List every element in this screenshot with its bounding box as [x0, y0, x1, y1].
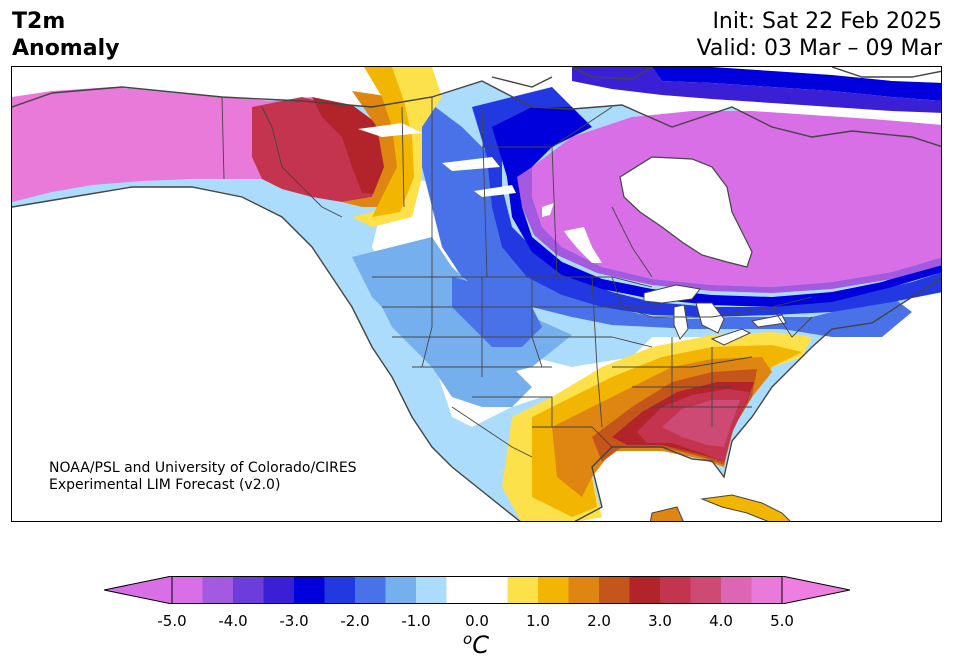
unit-degree: o — [463, 630, 473, 648]
anomaly-deep-blue-arctic — [572, 67, 941, 113]
hudson-bay — [619, 156, 753, 268]
colorbar-tick-label: 5.0 — [770, 612, 794, 630]
colorbar-segments — [172, 576, 783, 604]
colorbar-segment — [324, 576, 356, 604]
colorbar-tick-labels: -5.0 -4.0 -3.0 -2.0 -1.0 0.0 1.0 2.0 3.0 4.0 5.0 — [0, 612, 954, 632]
map-title: T2m Anomaly — [12, 8, 119, 62]
colorbar-tick-label: -3.0 — [279, 612, 309, 630]
anomaly-mid-blue-2 — [452, 277, 542, 347]
canadian-lakes — [358, 123, 602, 263]
coastlines — [12, 67, 941, 521]
colorbar-tick-label: -5.0 — [157, 612, 187, 630]
forecast-dates: Init: Sat 22 Feb 2025 Valid: 03 Mar – 09… — [697, 8, 942, 62]
colorbar-segment — [294, 576, 325, 604]
colorbar-segment — [416, 576, 447, 604]
colorbar-segment — [385, 576, 417, 604]
colorbar-segment — [568, 576, 600, 604]
map-canvas — [12, 67, 941, 521]
anomaly-darkest-blue — [492, 107, 941, 307]
colorbar-segment — [751, 576, 783, 604]
init-date: Init: Sat 22 Feb 2025 — [712, 9, 942, 34]
colorbar-over-arrow — [781, 576, 850, 604]
colorbar-segment — [721, 576, 752, 604]
title-line-1: T2m — [12, 9, 66, 34]
anomaly-yellow-bc — [352, 67, 442, 227]
great-lakes — [643, 284, 787, 346]
colorbar-segment — [690, 576, 722, 604]
colorbar-segment — [477, 576, 508, 604]
colorbar-border — [171, 576, 783, 604]
colorbar-segment — [355, 576, 386, 604]
colorbar-segment — [629, 576, 661, 604]
colorbar-tick-label: -1.0 — [401, 612, 431, 630]
colorbar-tick-label: 1.0 — [526, 612, 550, 630]
colorbar-under-arrow — [104, 576, 173, 604]
title-line-2: Anomaly — [12, 36, 120, 61]
colorbar-segment — [446, 576, 478, 604]
political-boundaries — [221, 96, 813, 458]
colorbar-segment — [660, 576, 691, 604]
colorbar-segment — [233, 576, 264, 604]
colorbar-tick-label: -4.0 — [218, 612, 248, 630]
anomaly-purple-canada — [532, 111, 941, 287]
anomaly-deep-blue — [472, 87, 941, 317]
anomaly-map — [11, 66, 942, 522]
colorbar-segment — [172, 576, 203, 604]
credit-text: NOAA/PSL and University of Colorado/CIRE… — [49, 460, 357, 494]
colorbar-segment — [263, 576, 295, 604]
colorbar-segment — [202, 576, 234, 604]
yucatan — [649, 506, 684, 521]
credit-line-1: NOAA/PSL and University of Colorado/CIRE… — [49, 460, 357, 476]
colorbar-tick-label: 4.0 — [709, 612, 733, 630]
anomaly-dark-red-yukon — [312, 97, 392, 195]
cuba — [700, 494, 791, 521]
anomaly-darkest-blue-arctic — [652, 67, 941, 101]
colorbar-tick-label: 0.0 — [465, 612, 489, 630]
colorbar-segment — [599, 576, 630, 604]
anomaly-gold-bc — [364, 67, 414, 217]
anomaly-pink-southeast — [662, 400, 740, 447]
colorbar-unit: oC — [463, 630, 489, 659]
colorbar-tick-label: 3.0 — [648, 612, 672, 630]
colorbar-tick-label: 2.0 — [587, 612, 611, 630]
credit-line-2: Experimental LIM Forecast (v2.0) — [49, 477, 281, 493]
anomaly-light-blue-2 — [372, 287, 532, 407]
valid-dates: Valid: 03 Mar – 09 Mar — [696, 36, 942, 61]
colorbar-segment — [507, 576, 539, 604]
colorbar-segment — [538, 576, 569, 604]
colorbar-tick-label: -2.0 — [340, 612, 370, 630]
unit-celsius: C — [472, 631, 489, 659]
colorbar — [104, 576, 850, 604]
